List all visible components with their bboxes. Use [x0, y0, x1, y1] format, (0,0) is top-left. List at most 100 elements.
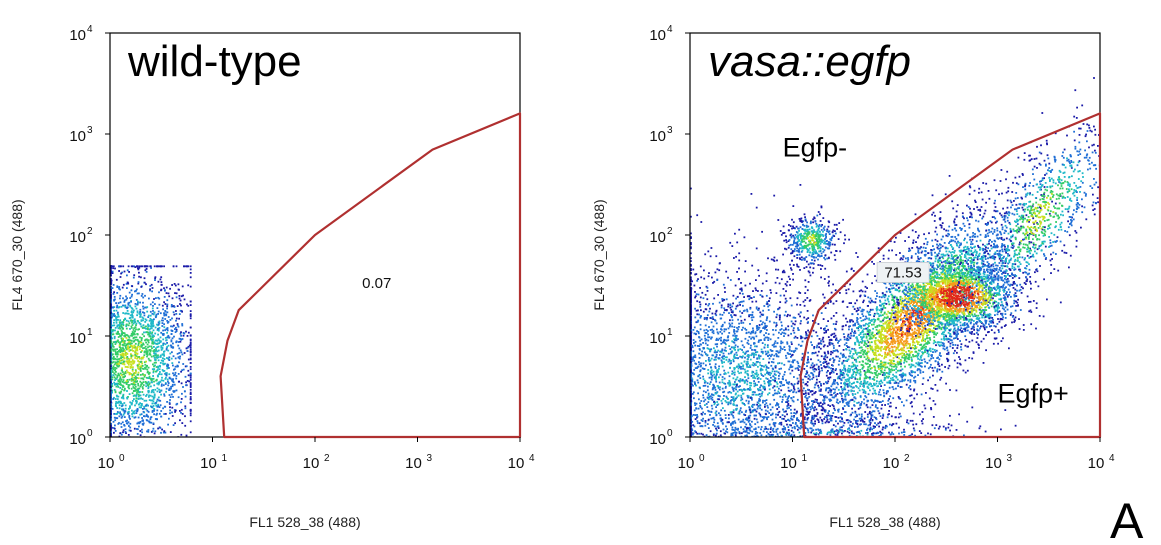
event-dot — [715, 410, 718, 413]
event-dot — [785, 401, 787, 403]
event-dot — [125, 420, 127, 423]
event-dot — [110, 435, 112, 437]
event-dot — [139, 314, 142, 317]
x-tick-label: 10 — [200, 455, 217, 472]
event-dot — [743, 382, 746, 384]
event-dot — [761, 416, 764, 418]
event-dot — [790, 325, 793, 328]
event-dot — [130, 265, 133, 268]
event-dot — [716, 425, 719, 428]
event-dot — [713, 421, 715, 424]
event-dot — [734, 349, 736, 351]
event-dot — [773, 194, 776, 197]
event-dot — [111, 348, 114, 351]
event-dot — [180, 370, 182, 373]
event-dot — [778, 368, 781, 370]
event-dot — [130, 364, 133, 366]
event-dot — [697, 332, 700, 335]
event-dot — [186, 350, 189, 352]
event-dot — [757, 393, 759, 396]
event-dot — [159, 404, 162, 407]
event-dot — [779, 345, 782, 348]
event-dot — [118, 287, 120, 290]
event-dot — [113, 319, 116, 321]
event-dot — [150, 324, 153, 327]
event-dot — [114, 350, 117, 353]
event-dot — [696, 367, 698, 369]
event-dot — [155, 400, 158, 403]
event-dot — [713, 418, 716, 421]
event-dot — [116, 325, 119, 328]
event-dot — [161, 304, 164, 307]
event-dot — [184, 365, 187, 368]
event-dot — [742, 355, 744, 358]
event-dot — [122, 353, 125, 355]
event-dot — [756, 401, 759, 404]
event-dot — [791, 399, 794, 402]
event-dot — [143, 375, 146, 378]
event-dot — [131, 293, 133, 296]
event-dot — [173, 383, 176, 386]
event-dot — [117, 330, 119, 333]
event-dot — [174, 328, 176, 330]
event-dot — [762, 327, 764, 329]
event-dot — [164, 310, 167, 313]
event-dot — [140, 365, 143, 367]
event-dot — [137, 428, 139, 431]
event-dot — [770, 291, 772, 294]
event-dot — [136, 428, 138, 430]
event-dot — [116, 407, 119, 409]
event-dot — [141, 316, 144, 319]
event-dot — [715, 337, 718, 340]
event-dot — [129, 406, 131, 409]
event-dot — [756, 431, 759, 434]
event-dot — [789, 314, 791, 317]
event-dot — [818, 402, 820, 405]
event-dot — [140, 406, 142, 409]
event-dot — [777, 355, 780, 358]
event-dot — [781, 341, 784, 344]
event-dot — [857, 327, 859, 329]
event-dot — [744, 411, 747, 413]
event-dot — [171, 380, 174, 382]
event-dot — [169, 406, 171, 409]
event-dot — [710, 373, 713, 376]
event-dot — [110, 431, 112, 434]
event-dot — [803, 304, 806, 307]
event-dot — [138, 391, 141, 394]
x-tick-exponent: 1 — [222, 453, 228, 464]
event-dot — [130, 334, 132, 337]
event-dot — [111, 408, 114, 410]
event-dot — [147, 372, 150, 375]
event-dot — [773, 256, 776, 259]
event-dot — [112, 355, 115, 358]
event-dot — [758, 399, 760, 402]
event-dot — [148, 345, 151, 348]
event-dot — [706, 344, 709, 346]
event-dot — [781, 324, 783, 327]
event-dot — [124, 375, 126, 377]
event-dot — [781, 384, 784, 387]
event-dot — [767, 257, 769, 260]
event-dot — [132, 350, 134, 352]
event-dot — [820, 419, 823, 421]
event-dot — [769, 374, 771, 376]
event-dot — [690, 272, 692, 275]
event-dot — [699, 296, 702, 299]
event-dot — [111, 265, 114, 268]
event-dot — [142, 347, 144, 350]
event-dot — [736, 376, 739, 379]
event-dot — [705, 403, 708, 405]
event-dot — [165, 286, 168, 289]
event-dot — [124, 340, 126, 342]
event-dot — [737, 394, 740, 397]
event-dot — [807, 334, 809, 337]
event-dot — [757, 341, 760, 343]
event-dot — [709, 370, 712, 373]
event-dot — [831, 342, 834, 345]
event-dot — [704, 413, 706, 415]
event-dot — [110, 370, 112, 373]
event-dot — [187, 331, 190, 334]
event-dot — [709, 381, 712, 383]
event-dot — [773, 424, 776, 427]
